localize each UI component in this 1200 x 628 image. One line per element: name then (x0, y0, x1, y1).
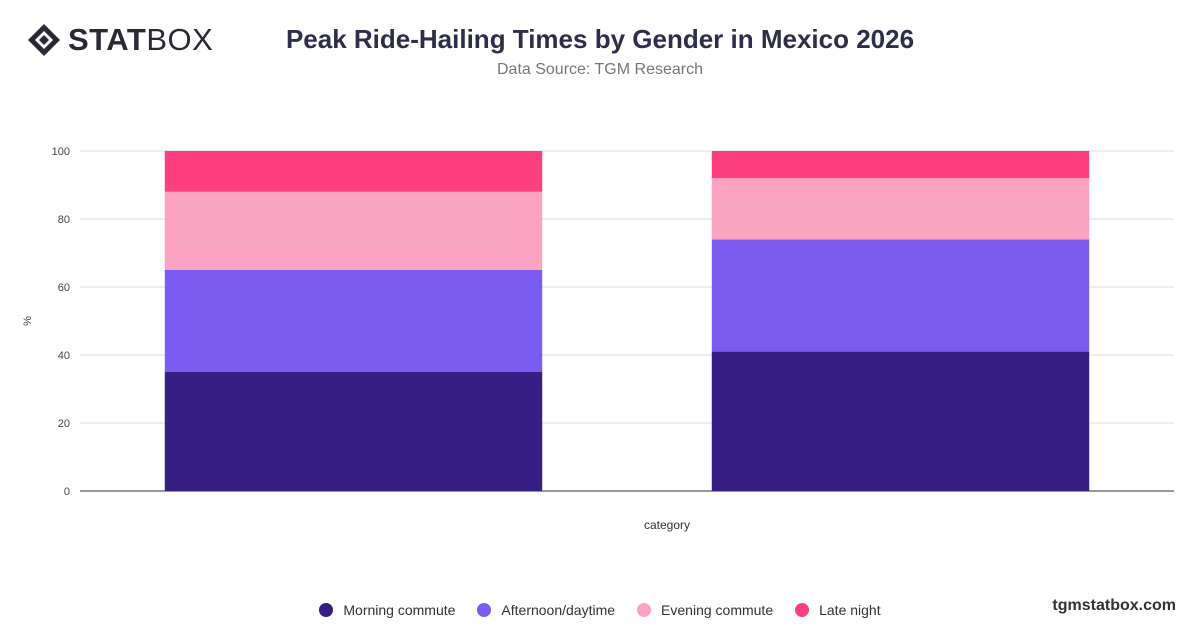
bar-segment (164, 191, 543, 270)
legend-item: Morning commute (319, 602, 455, 618)
chart-subtitle: Data Source: TGM Research (496, 61, 703, 78)
legend-label: Afternoon/daytime (501, 602, 616, 618)
legend-item: Late night (795, 602, 881, 618)
chart-title: Peak Ride-Hailing Times by Gender in Mex… (285, 24, 915, 54)
statbox-logo-icon (28, 24, 60, 56)
statbox-logo: STATBOX (26, 22, 213, 58)
logo-text-light: BOX (146, 22, 214, 57)
legend-label: Morning commute (343, 602, 456, 618)
y-tick-label: 0 (64, 486, 70, 498)
legend-swatch (795, 603, 810, 617)
legend-swatch (477, 603, 492, 617)
legend-item: Afternoon/daytime (477, 602, 615, 618)
y-tick-label: 80 (58, 214, 70, 226)
logo-text: STATBOX (68, 22, 213, 58)
bar-segment (164, 151, 543, 192)
y-tick-label: 60 (58, 282, 70, 294)
footer-url: tgmstatbox.com (1052, 597, 1176, 614)
y-tick-label: 40 (58, 350, 70, 362)
legend-swatch (637, 603, 652, 617)
bar-segment (164, 372, 543, 491)
bar-segment (711, 351, 1090, 491)
legend-label: Late night (819, 602, 881, 618)
legend-item: Evening commute (637, 602, 773, 618)
chart-legend: Morning commute Afternoon/daytime Evening … (0, 602, 1200, 618)
logo-text-bold: STAT (68, 22, 147, 57)
stacked-bar-chart: 0 20 40 60 80 100% category (22, 146, 1174, 532)
bar-segment (711, 151, 1090, 179)
legend-label: Evening commute (661, 602, 774, 618)
legend-swatch (319, 603, 334, 617)
y-tick-label: 20 (58, 418, 70, 430)
bar-segment (164, 270, 543, 372)
y-tick-label: 100 (52, 146, 70, 158)
bar-segment (711, 178, 1090, 240)
x-axis-label: category (644, 518, 690, 532)
bar-segment (711, 239, 1090, 352)
y-axis-label: % (22, 316, 34, 326)
